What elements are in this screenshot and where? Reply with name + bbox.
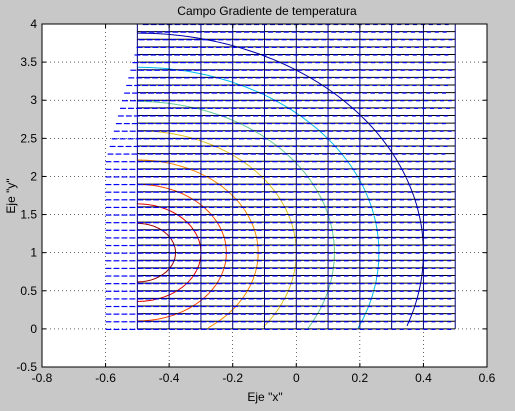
- y-tick-label: 1.5: [20, 208, 37, 222]
- y-tick-label: 1: [30, 246, 37, 260]
- y-tick-label: 2: [30, 169, 37, 183]
- y-tick-label: 0: [30, 322, 37, 336]
- y-tick-label: 2.5: [20, 131, 37, 145]
- y-tick-label: 3.5: [20, 55, 37, 69]
- y-tick-label: -0.5: [16, 360, 37, 374]
- x-tick-label: -0.6: [95, 371, 116, 385]
- plot-area: [41, 23, 488, 368]
- y-axis-label: Eje "y": [4, 178, 18, 213]
- y-tick-label: 3: [30, 93, 37, 107]
- y-tick-label: 4: [30, 17, 37, 31]
- axes-box: [41, 23, 488, 368]
- x-tick-label: 0.6: [479, 371, 496, 385]
- x-tick-label: 0: [293, 371, 300, 385]
- x-tick-label: -0.4: [159, 371, 180, 385]
- chart-title: Campo Gradiente de temperatura: [177, 4, 357, 18]
- y-tick-label: 0.5: [20, 284, 37, 298]
- x-tick-label: -0.8: [32, 371, 53, 385]
- x-tick-label: 0.4: [415, 371, 432, 385]
- x-tick-label: -0.2: [222, 371, 243, 385]
- x-axis-label: Eje "x": [247, 390, 282, 404]
- quiver-arrows: [105, 23, 453, 330]
- x-tick-label: 0.2: [352, 371, 369, 385]
- axis-ticks: -0.8 -0.6 -0.4 -0.2 0 0.2 0.4 0.6 -0.5 0 0.5 1 1.5 2 2…: [16, 17, 495, 385]
